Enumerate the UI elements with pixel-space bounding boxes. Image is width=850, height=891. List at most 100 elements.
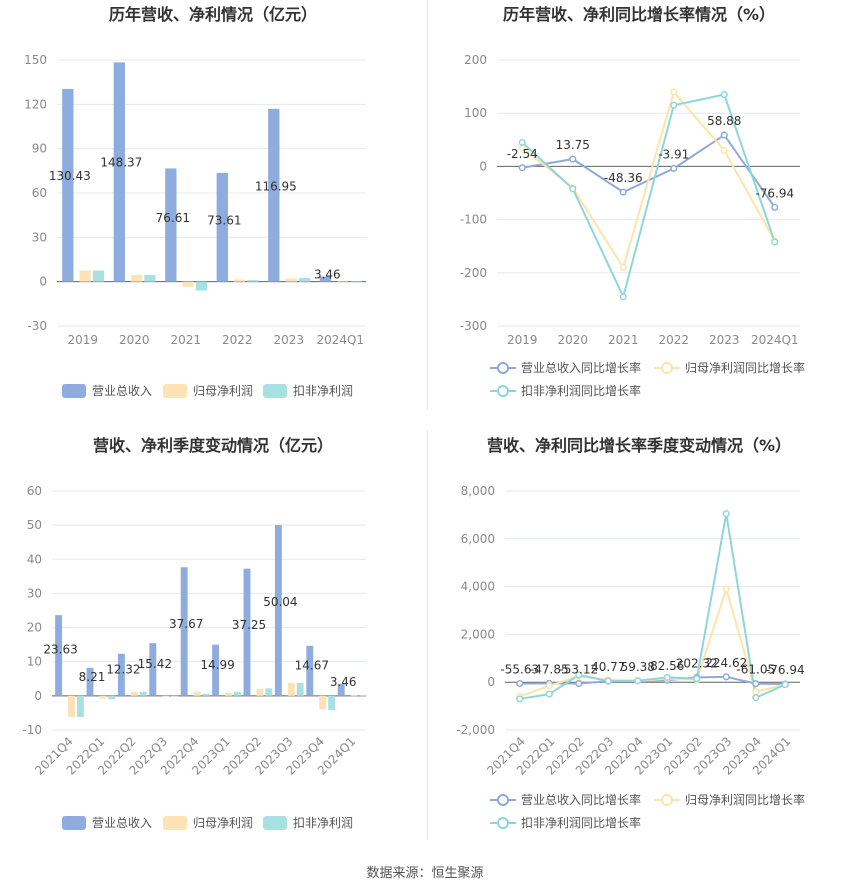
legend-swatch <box>163 816 187 830</box>
y-tick-label: 50 <box>27 518 42 532</box>
data-label: -76.94 <box>755 186 794 200</box>
legend-label: 扣非净利润同比增长率 <box>521 383 641 398</box>
bar-net-profit <box>162 695 170 697</box>
bar-net-profit <box>233 279 246 282</box>
bar-net-profit <box>79 270 91 282</box>
bar-revenue <box>306 645 314 696</box>
x-tick-label: 2019 <box>67 333 98 347</box>
bar-deducted-profit <box>296 682 304 696</box>
series-point-deducted-profit <box>670 101 678 109</box>
series-point-revenue <box>720 131 728 139</box>
bar-net-profit <box>256 689 264 696</box>
bar-revenue <box>86 667 94 696</box>
bar-net-profit <box>336 281 349 283</box>
data-label: -48.36 <box>604 171 643 185</box>
chart-title: 历年营收、净利同比增长率情况（%） <box>503 5 775 24</box>
bar-revenue <box>216 172 228 282</box>
legend-swatch <box>62 816 86 830</box>
bar-revenue <box>62 88 74 282</box>
legend-swatch <box>263 816 287 830</box>
series-point-revenue <box>670 164 678 173</box>
legend-marker <box>497 794 509 806</box>
series-point-deducted-profit <box>545 690 553 698</box>
y-tick-label: 150 <box>24 53 47 67</box>
x-tick-label: 2020 <box>119 333 150 347</box>
series-point-net-profit <box>619 263 627 272</box>
bar-deducted-profit <box>328 695 336 711</box>
bar-deducted-profit <box>76 695 84 718</box>
x-tick-label: 2021 <box>170 333 201 347</box>
data-label: 12.32 <box>106 663 140 677</box>
bar-deducted-profit <box>265 688 273 696</box>
series-point-net-profit <box>752 688 760 696</box>
data-label: 224.62 <box>705 656 747 670</box>
chart-title: 营收、净利季度变动情况（亿元） <box>93 436 333 455</box>
data-label: -47.85 <box>530 662 569 676</box>
y-tick-label: 20 <box>27 621 42 635</box>
data-label: 37.67 <box>169 617 203 631</box>
data-label: 37.25 <box>232 618 266 632</box>
series-point-net-profit <box>722 585 730 593</box>
series-point-deducted-profit <box>781 681 789 689</box>
series-point-revenue <box>619 188 627 196</box>
legend-swatch <box>62 384 86 398</box>
x-tick-label: 2022 <box>658 333 689 347</box>
bar-revenue <box>55 615 63 696</box>
bar-deducted-profit <box>144 275 156 282</box>
series-point-revenue <box>771 203 779 211</box>
series-point-deducted-profit <box>693 675 701 683</box>
bar-net-profit <box>350 695 358 697</box>
series-point-deducted-profit <box>604 677 612 685</box>
legend-label: 归母净利润同比增长率 <box>685 360 805 375</box>
chart-title: 历年营收、净利情况（亿元） <box>109 5 317 24</box>
x-tick-label: 2020 <box>557 333 588 347</box>
y-tick-label: 60 <box>27 484 42 498</box>
data-label: 14.99 <box>200 658 234 672</box>
y-tick-label: 4,000 <box>461 580 495 594</box>
data-label: 14.67 <box>295 658 329 672</box>
y-tick-label: 100 <box>464 106 487 120</box>
series-point-revenue <box>569 155 577 163</box>
bar-revenue <box>117 653 125 696</box>
data-label: 59.38 <box>621 660 655 674</box>
y-tick-label: 0 <box>39 275 47 289</box>
data-label: 8.21 <box>79 670 106 684</box>
legend-label: 扣非净利润 <box>293 384 353 398</box>
bar-revenue <box>268 108 280 282</box>
x-tick-label: 2024Q1 <box>316 333 364 347</box>
data-label: 73.61 <box>207 213 241 227</box>
bar-revenue <box>319 276 331 282</box>
x-tick-label: 2022 <box>222 333 253 347</box>
legend-marker <box>497 817 509 829</box>
legend-swatch <box>263 384 287 398</box>
y-tick-label: -2,000 <box>456 723 495 737</box>
y-tick-label: -200 <box>460 266 487 280</box>
bar-deducted-profit <box>350 281 362 283</box>
bar-net-profit <box>130 275 143 282</box>
legend-marker <box>661 362 673 374</box>
data-label: 58.88 <box>707 114 741 128</box>
data-label: -61.05 <box>736 663 775 677</box>
bar-deducted-profit <box>108 695 116 700</box>
data-label: 15.42 <box>138 657 172 671</box>
series-point-deducted-profit <box>720 91 728 99</box>
data-label: 13.75 <box>556 138 590 152</box>
data-label: 82.56 <box>650 659 684 673</box>
data-label: 3.46 <box>330 675 357 689</box>
series-point-revenue <box>518 164 526 172</box>
series-point-revenue <box>575 679 583 688</box>
chart-title: 营收、净利同比增长率季度变动情况（%） <box>487 436 791 455</box>
bar-deducted-profit <box>233 691 241 696</box>
y-tick-label: 60 <box>32 186 47 200</box>
legend-label: 扣非净利润同比增长率 <box>521 815 641 830</box>
bar-deducted-profit <box>202 693 210 696</box>
series-point-deducted-profit <box>575 671 583 679</box>
legend-marker <box>497 362 509 374</box>
source-note: 数据来源：恒生聚源 <box>366 866 484 881</box>
bar-revenue <box>113 62 125 282</box>
data-label: 130.43 <box>49 169 91 183</box>
data-label: -53.12 <box>559 662 598 676</box>
y-tick-label: 0 <box>487 675 495 689</box>
bar-deducted-profit <box>247 280 259 282</box>
